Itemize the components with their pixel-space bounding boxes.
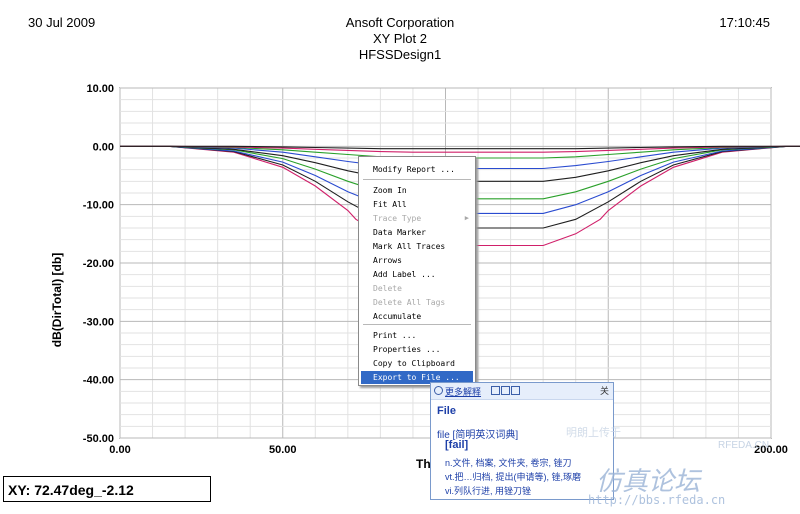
menu-item-label: Copy to Clipboard	[373, 359, 455, 368]
menu-item-mark-all-traces[interactable]: Mark All Traces	[361, 240, 473, 253]
report-header: Ansoft Corporation XY Plot 2 HFSSDesign1	[300, 15, 500, 63]
axis-ticks: 10.000.00-10.00-20.00-30.00-40.00-50.000…	[83, 83, 788, 456]
series-line[interactable]	[120, 145, 800, 153]
copy-icon[interactable]	[501, 386, 510, 395]
speaker-icon[interactable]	[491, 386, 500, 395]
close-icon[interactable]: 关	[599, 386, 609, 396]
menu-item-modify-report[interactable]: Modify Report ...	[361, 163, 473, 176]
menu-item-properties[interactable]: Properties ...	[361, 343, 473, 356]
series-line[interactable]	[120, 145, 800, 214]
menu-item-label: Add Label ...	[373, 270, 436, 279]
design-name: HFSSDesign1	[358, 47, 442, 62]
submenu-arrow-icon: ▶	[464, 214, 469, 222]
menu-item-label: Mark All Traces	[373, 242, 446, 251]
menu-item-label: Print ...	[373, 331, 417, 340]
menu-item-label: Delete All Tags	[373, 298, 446, 307]
plot-name: XY Plot 2	[373, 31, 427, 46]
series-line[interactable]	[120, 145, 800, 200]
menu-item-label: Arrows	[373, 256, 402, 265]
menu-separator	[363, 324, 471, 325]
y-tick-label: 10.00	[86, 83, 114, 95]
dictionary-phonetic: [fail]	[445, 439, 469, 451]
dictionary-def: n.文件, 档案, 文件夹, 卷宗, 锉刀	[445, 458, 572, 468]
menu-item-label: Modify Report ...	[373, 165, 455, 174]
y-tick-label: 0.00	[93, 141, 114, 153]
series-line[interactable]	[120, 145, 800, 159]
menu-item-fit-all[interactable]: Fit All	[361, 198, 473, 211]
y-tick-label: -50.00	[83, 433, 114, 445]
x-tick-label: 200.00	[754, 444, 788, 456]
menu-item-label: Trace Type	[373, 214, 422, 223]
series-line[interactable]	[120, 145, 800, 150]
watermark-text: 仿真论坛	[596, 467, 701, 497]
menu-item-accumulate[interactable]: Accumulate	[361, 310, 473, 323]
series-line[interactable]	[120, 145, 800, 247]
menu-item-label: Data Marker	[373, 228, 426, 237]
company-name: Ansoft Corporation	[345, 15, 455, 30]
menu-item-zoom-in[interactable]: Zoom In	[361, 184, 473, 197]
menu-item-add-label[interactable]: Add Label ...	[361, 268, 473, 281]
y-tick-label: -20.00	[83, 258, 114, 270]
menu-item-delete[interactable]: Delete	[361, 282, 473, 295]
series-line[interactable]	[120, 145, 800, 170]
x-tick-label: 0.00	[109, 444, 130, 456]
dictionary-word: File	[437, 405, 456, 417]
watermark-url: http://bbs.rfeda.cn	[588, 493, 726, 507]
menu-item-print[interactable]: Print ...	[361, 329, 473, 342]
series-line[interactable]	[120, 145, 800, 182]
dictionary-entry[interactable]: file [简明英汉词典]	[437, 430, 519, 441]
menu-item-arrows[interactable]: Arrows	[361, 254, 473, 267]
y-tick-label: -30.00	[83, 316, 114, 328]
menu-item-data-marker[interactable]: Data Marker	[361, 226, 473, 239]
menu-item-label: Accumulate	[373, 312, 422, 321]
y-tick-label: -40.00	[83, 375, 114, 387]
context-menu[interactable]: Modify Report ... Zoom In Fit All Trace Typ…	[358, 156, 476, 386]
report-date: 30 Jul 2009	[28, 15, 96, 30]
dictionary-def: vi.列队行进, 用锉刀锉	[445, 486, 532, 496]
pin-icon[interactable]	[511, 386, 520, 395]
xy-readout: XY: 72.47deg_-2.12	[3, 476, 211, 502]
y-axis-label: dB(DirTotal) [db]	[50, 253, 64, 347]
dictionary-toolbar: 更多解释 关	[431, 383, 613, 400]
watermark-logo: RFEDA.CN	[718, 440, 770, 451]
menu-item-copy-to-clipboard[interactable]: Copy to Clipboard	[361, 357, 473, 370]
menu-item-label: Export to File ...	[373, 373, 460, 382]
more-explanation-link[interactable]: 更多解释	[445, 387, 482, 397]
series-line[interactable]	[120, 145, 800, 229]
dictionary-popup[interactable]: 更多解释 关 File file [简明英汉词典] [fail] n.文件, 档…	[430, 382, 614, 500]
menu-item-trace-type[interactable]: Trace Type ▶	[361, 212, 473, 225]
menu-item-label: Properties ...	[373, 345, 441, 354]
plot-traces	[120, 145, 800, 413]
menu-item-export-to-file[interactable]: Export to File ...	[361, 371, 473, 384]
menu-item-label: Zoom In	[373, 186, 407, 195]
search-icon[interactable]	[434, 386, 443, 395]
watermark-faint-text: 明朗上传于	[566, 427, 621, 439]
menu-item-label: Fit All	[373, 200, 407, 209]
menu-item-delete-all-tags[interactable]: Delete All Tags	[361, 296, 473, 309]
y-tick-label: -10.00	[83, 200, 114, 212]
menu-item-label: Delete	[373, 284, 402, 293]
menu-separator	[363, 179, 471, 180]
report-time: 17:10:45	[719, 15, 770, 30]
dictionary-def: vt.把…归档, 提出(申请等), 锉,琢磨	[445, 472, 581, 482]
x-tick-label: 50.00	[269, 444, 297, 456]
